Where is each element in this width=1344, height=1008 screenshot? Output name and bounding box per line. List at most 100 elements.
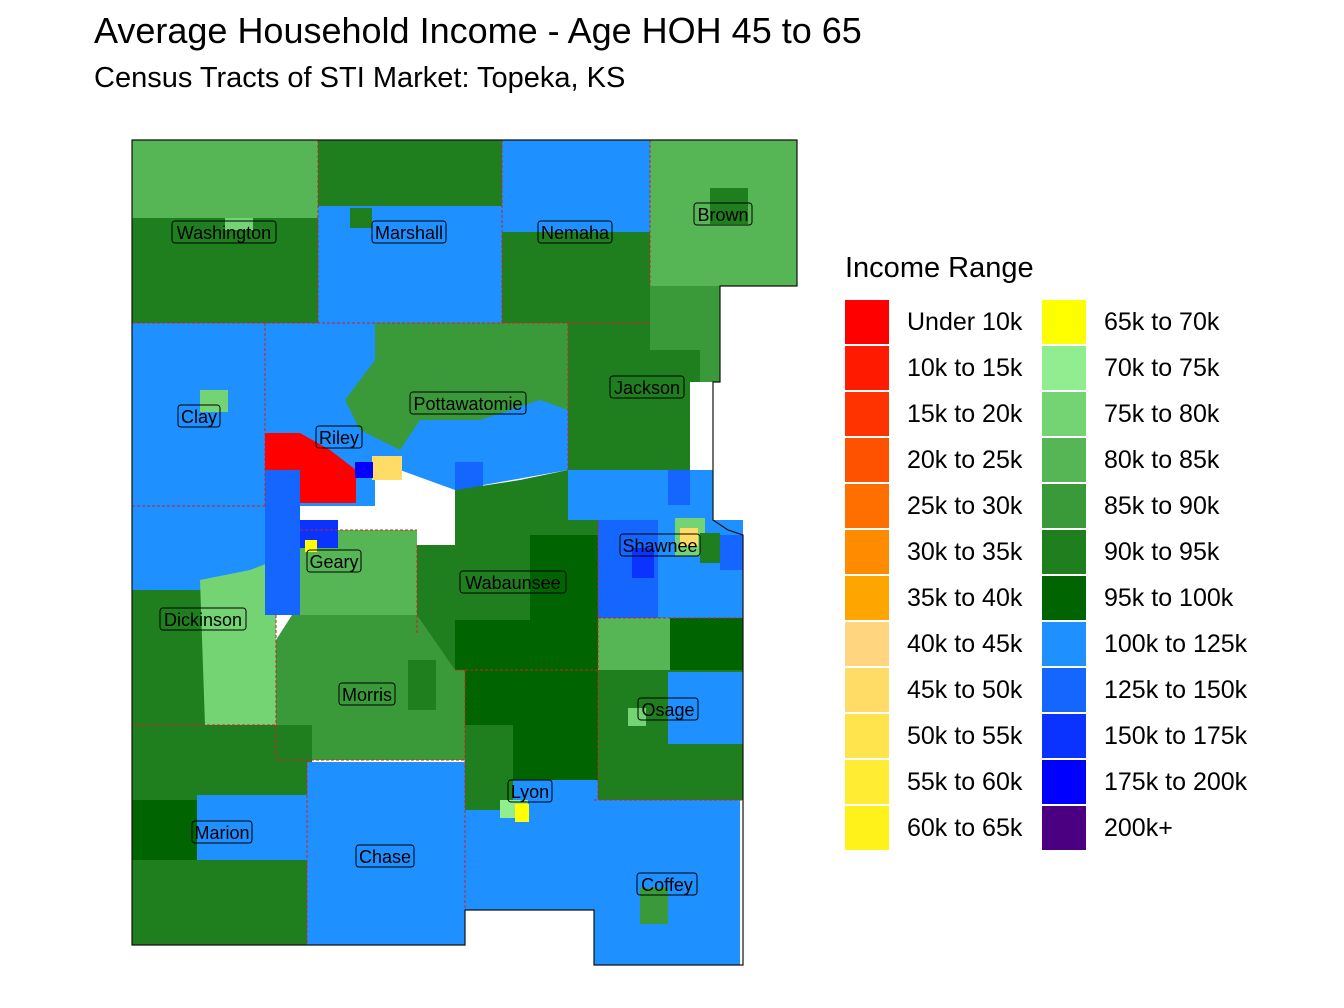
legend-item: 70k to 75k xyxy=(1042,346,1262,390)
county-marion xyxy=(132,725,312,945)
legend-item: 30k to 35k xyxy=(845,530,1065,574)
county-jackson xyxy=(568,286,720,470)
legend-item: 50k to 55k xyxy=(845,714,1065,758)
svg-text:Washington: Washington xyxy=(177,223,271,243)
county-chase xyxy=(307,762,465,945)
map-subtitle: Census Tracts of STI Market: Topeka, KS xyxy=(94,62,626,94)
county-nemaha xyxy=(502,140,650,323)
svg-text:Wabaunsee: Wabaunsee xyxy=(465,573,560,593)
legend-item: Under 10k xyxy=(845,300,1065,344)
map-title: Average Household Income - Age HOH 45 to… xyxy=(94,10,862,51)
legend-label: 70k to 75k xyxy=(1104,354,1220,382)
svg-text:Shawnee: Shawnee xyxy=(622,536,697,556)
county-wabaunsee xyxy=(417,470,598,670)
county-label-riley: Riley xyxy=(315,425,363,449)
legend-item: 45k to 50k xyxy=(845,668,1065,712)
legend-label: 50k to 55k xyxy=(907,722,1023,750)
legend-item: 25k to 30k xyxy=(845,484,1065,528)
legend-label: 10k to 15k xyxy=(907,354,1023,382)
legend-swatch xyxy=(1042,806,1086,850)
legend-label: 45k to 50k xyxy=(907,676,1023,704)
legend-item: 200k+ xyxy=(1042,806,1262,850)
legend-label: 25k to 30k xyxy=(907,492,1023,520)
legend-label: 125k to 150k xyxy=(1104,676,1248,704)
legend-swatch xyxy=(845,300,889,344)
legend-swatch xyxy=(1042,392,1086,436)
county-borders xyxy=(132,140,743,945)
legend-item: 15k to 20k xyxy=(845,392,1065,436)
legend-swatch xyxy=(845,346,889,390)
legend-swatch xyxy=(1042,668,1086,712)
legend-swatch xyxy=(1042,530,1086,574)
svg-text:Brown: Brown xyxy=(697,205,748,225)
legend-swatch xyxy=(845,668,889,712)
county-label-coffey: Coffey xyxy=(636,872,698,896)
legend-item: 85k to 90k xyxy=(1042,484,1262,528)
legend-label: 90k to 95k xyxy=(1104,538,1220,566)
legend-swatch xyxy=(845,438,889,482)
legend-swatch xyxy=(1042,576,1086,620)
legend-label: 150k to 175k xyxy=(1104,722,1248,750)
map-outline xyxy=(131,139,798,966)
legend-label: 20k to 25k xyxy=(907,446,1023,474)
legend-item: 80k to 85k xyxy=(1042,438,1262,482)
county-geary xyxy=(265,470,417,616)
legend-label: 80k to 85k xyxy=(1104,446,1220,474)
legend-label: 60k to 65k xyxy=(907,814,1023,842)
legend-swatch xyxy=(845,484,889,528)
svg-text:Marion: Marion xyxy=(194,823,249,843)
svg-text:Coffey: Coffey xyxy=(641,875,693,895)
legend-label: 100k to 125k xyxy=(1104,630,1248,658)
legend-swatch xyxy=(1042,622,1086,666)
legend-swatch xyxy=(1042,714,1086,758)
county-label-marion: Marion xyxy=(191,820,253,844)
svg-text:Chase: Chase xyxy=(359,847,411,867)
legend-swatch xyxy=(845,714,889,758)
county-label-washington: Washington xyxy=(171,220,277,244)
county-label-dickinson: Dickinson xyxy=(159,607,247,631)
county-label-nemaha: Nemaha xyxy=(537,220,613,244)
svg-text:Nemaha: Nemaha xyxy=(541,223,610,243)
legend-title: Income Range xyxy=(845,252,1034,284)
county-label-lyon: Lyon xyxy=(507,779,553,803)
legend-swatch xyxy=(845,760,889,804)
legend-label: 85k to 90k xyxy=(1104,492,1220,520)
legend-label: Under 10k xyxy=(907,308,1023,336)
county-label-pottawatomie: Pottawatomie xyxy=(409,391,527,415)
svg-text:Marshall: Marshall xyxy=(375,223,443,243)
county-label-clay: Clay xyxy=(177,404,221,428)
svg-text:Pottawatomie: Pottawatomie xyxy=(413,394,522,414)
legend-label: 65k to 70k xyxy=(1104,308,1220,336)
county-label-osage: Osage xyxy=(637,697,699,721)
svg-text:Jackson: Jackson xyxy=(614,378,680,398)
legend-item: 175k to 200k xyxy=(1042,760,1262,804)
county-label-chase: Chase xyxy=(355,844,415,868)
svg-text:Clay: Clay xyxy=(181,407,217,427)
legend-item: 35k to 40k xyxy=(845,576,1065,620)
legend-swatch xyxy=(1042,438,1086,482)
county-pottawatomie xyxy=(345,323,568,490)
county-osage xyxy=(598,618,743,800)
legend-item: 75k to 80k xyxy=(1042,392,1262,436)
svg-text:Lyon: Lyon xyxy=(511,782,549,802)
legend-swatch xyxy=(1042,484,1086,528)
legend-swatch xyxy=(1042,760,1086,804)
county-label-geary: Geary xyxy=(306,549,362,573)
legend-item: 20k to 25k xyxy=(845,438,1065,482)
legend-label: 35k to 40k xyxy=(907,584,1023,612)
legend-item: 95k to 100k xyxy=(1042,576,1262,620)
legend-item: 150k to 175k xyxy=(1042,714,1262,758)
legend-item: 40k to 45k xyxy=(845,622,1065,666)
county-label-brown: Brown xyxy=(693,202,753,226)
legend-swatch xyxy=(845,622,889,666)
svg-text:Riley: Riley xyxy=(319,428,359,448)
legend-item: 10k to 15k xyxy=(845,346,1065,390)
county-label-jackson: Jackson xyxy=(609,375,685,399)
county-clay xyxy=(132,323,266,506)
legend-label: 55k to 60k xyxy=(907,768,1023,796)
legend-label: 40k to 45k xyxy=(907,630,1023,658)
county-shawnee xyxy=(568,470,743,618)
legend-item: 60k to 65k xyxy=(845,806,1065,850)
legend-item: 55k to 60k xyxy=(845,760,1065,804)
